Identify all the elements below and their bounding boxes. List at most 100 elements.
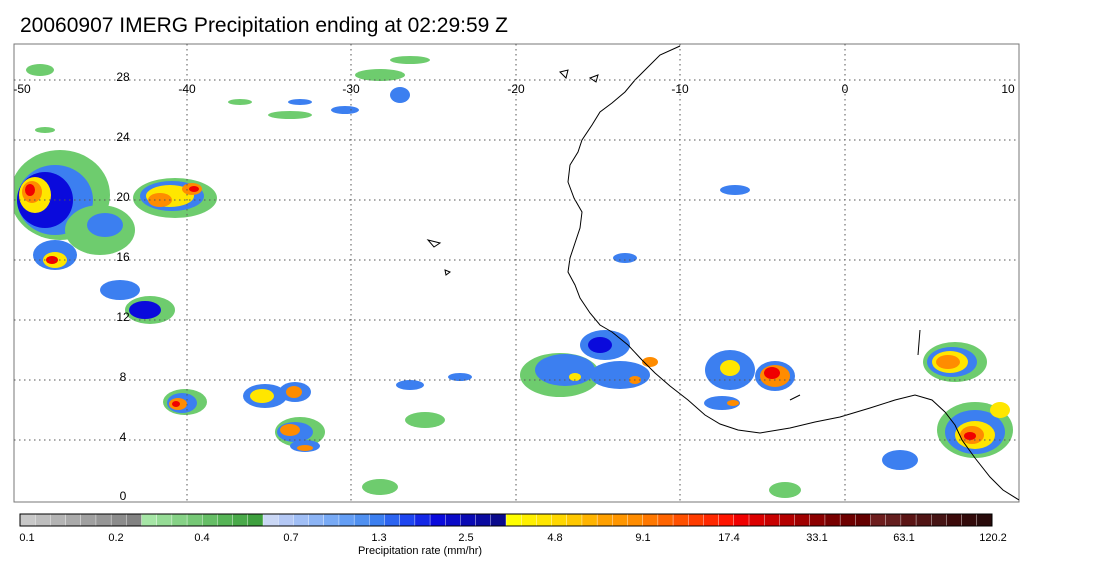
colorbar-swatch: [414, 513, 431, 527]
colorbar-swatch: [156, 513, 173, 527]
lon-label-10: 10: [1001, 82, 1015, 96]
colorbar-swatch: [566, 513, 583, 527]
lat-labels: 0 4 8 12 16 20 24 28: [116, 70, 130, 503]
lon-label-0: 0: [842, 82, 849, 96]
colorbar-swatch: [520, 513, 537, 527]
colorbar-swatch: [581, 513, 598, 527]
colorbar-tick-7: 9.1: [635, 532, 650, 544]
colorbar: 0.1 0.2 0.4 0.7 1.3 2.5 4.8 9.1 17.4 33.…: [19, 513, 1007, 557]
lat-label-4: 4: [120, 430, 127, 444]
colorbar-swatch: [612, 513, 628, 527]
colorbar-swatch: [399, 513, 416, 527]
colorbar-label: Precipitation rate (mm/hr): [358, 545, 482, 557]
colorbar-swatch: [885, 513, 902, 527]
colorbar-tick-11: 120.2: [979, 532, 1007, 544]
lon-label-m20: -20: [507, 82, 525, 96]
colorbar-swatch: [141, 513, 158, 527]
colorbar-swatch: [126, 513, 142, 527]
colorbar-tick-9: 33.1: [806, 532, 827, 544]
rain-band-8n: [362, 185, 795, 495]
colorbar-swatch: [34, 513, 51, 527]
lat-label-0: 0: [120, 489, 127, 503]
lat-label-24: 24: [116, 130, 130, 144]
graticule: [14, 44, 1019, 502]
colorbar-swatch: [247, 513, 264, 527]
colorbar-swatch: [80, 513, 97, 527]
colorbar-tick-3: 0.7: [283, 532, 298, 544]
rain-band-north: [228, 56, 430, 119]
lat-label-16: 16: [116, 250, 130, 264]
map-frame: [13, 43, 1020, 503]
colorbar-tick-1: 0.2: [108, 532, 123, 544]
colorbar-tick-2: 0.4: [194, 532, 209, 544]
colorbar-swatch: [536, 513, 553, 527]
colorbar-tick-5: 2.5: [458, 532, 473, 544]
colorbar-swatch: [110, 513, 127, 527]
colorbar-swatch: [931, 513, 947, 527]
colorbar-swatch: [551, 513, 568, 527]
colorbar-swatch: [824, 513, 841, 527]
colorbar-tick-0: 0.1: [19, 532, 34, 544]
colorbar-swatch: [946, 513, 963, 527]
rain-cluster-20n-40w: [133, 178, 217, 218]
colorbar-swatch: [262, 513, 279, 527]
colorbar-swatch: [369, 513, 385, 527]
colorbar-swatch: [672, 513, 689, 527]
colorbar-swatch: [794, 513, 811, 527]
colorbar-swatch: [733, 513, 750, 527]
lat-label-20: 20: [116, 190, 130, 204]
colorbar-tick-6: 4.8: [547, 532, 562, 544]
colorbar-swatch: [718, 513, 735, 527]
colorbar-swatch: [475, 513, 492, 527]
lon-label-m40: -40: [178, 82, 196, 96]
colorbar-tick-8: 17.4: [718, 532, 739, 544]
colorbar-swatch: [19, 513, 36, 527]
colorbar-swatch: [293, 513, 310, 527]
colorbar-swatch: [779, 513, 796, 527]
colorbar-swatch: [703, 513, 720, 527]
colorbar-swatch: [642, 513, 659, 527]
colorbar-swatch: [338, 513, 355, 527]
colorbar-swatch: [870, 513, 887, 527]
lon-labels: -50 -40 -30 -20 -10 0 10: [13, 82, 1015, 96]
colorbar-tick-10: 63.1: [893, 532, 914, 544]
lat-label-28: 28: [116, 70, 130, 84]
colorbar-swatches: [19, 513, 993, 527]
colorbar-swatch: [202, 513, 218, 527]
colorbar-swatch: [961, 513, 978, 527]
colorbar-swatch: [915, 513, 932, 527]
colorbar-swatch: [384, 513, 401, 527]
colorbar-swatch: [688, 513, 704, 527]
colorbar-swatch: [976, 513, 993, 527]
colorbar-swatch: [429, 513, 446, 527]
colorbar-swatch: [855, 513, 871, 527]
colorbar-swatch: [460, 513, 477, 527]
lat-label-12: 12: [116, 310, 130, 324]
colorbar-tick-4: 1.3: [371, 532, 386, 544]
colorbar-swatch: [95, 513, 112, 527]
colorbar-swatch: [217, 513, 234, 527]
colorbar-swatch: [277, 513, 294, 527]
colorbar-swatch: [596, 513, 613, 527]
colorbar-swatch: [505, 513, 522, 527]
colorbar-swatch: [748, 513, 765, 527]
colorbar-swatch: [186, 513, 203, 527]
colorbar-swatch: [65, 513, 82, 527]
colorbar-swatch: [490, 513, 507, 527]
lat-label-8: 8: [120, 370, 127, 384]
colorbar-swatch: [809, 513, 826, 527]
colorbar-swatch: [232, 513, 249, 527]
colorbar-swatch: [308, 513, 325, 527]
map-title: 20060907 IMERG Precipitation ending at 0…: [20, 14, 508, 37]
colorbar-swatch: [900, 513, 917, 527]
coastline: [426, 45, 1019, 501]
colorbar-swatch: [50, 513, 67, 527]
colorbar-swatch: [171, 513, 188, 527]
lon-label-m10: -10: [671, 82, 689, 96]
rain-cluster-east: [769, 342, 1013, 498]
colorbar-swatch: [839, 513, 856, 527]
lon-label-m30: -30: [342, 82, 360, 96]
colorbar-swatch: [627, 513, 644, 527]
rain-cluster-7n-40w: [163, 382, 325, 452]
